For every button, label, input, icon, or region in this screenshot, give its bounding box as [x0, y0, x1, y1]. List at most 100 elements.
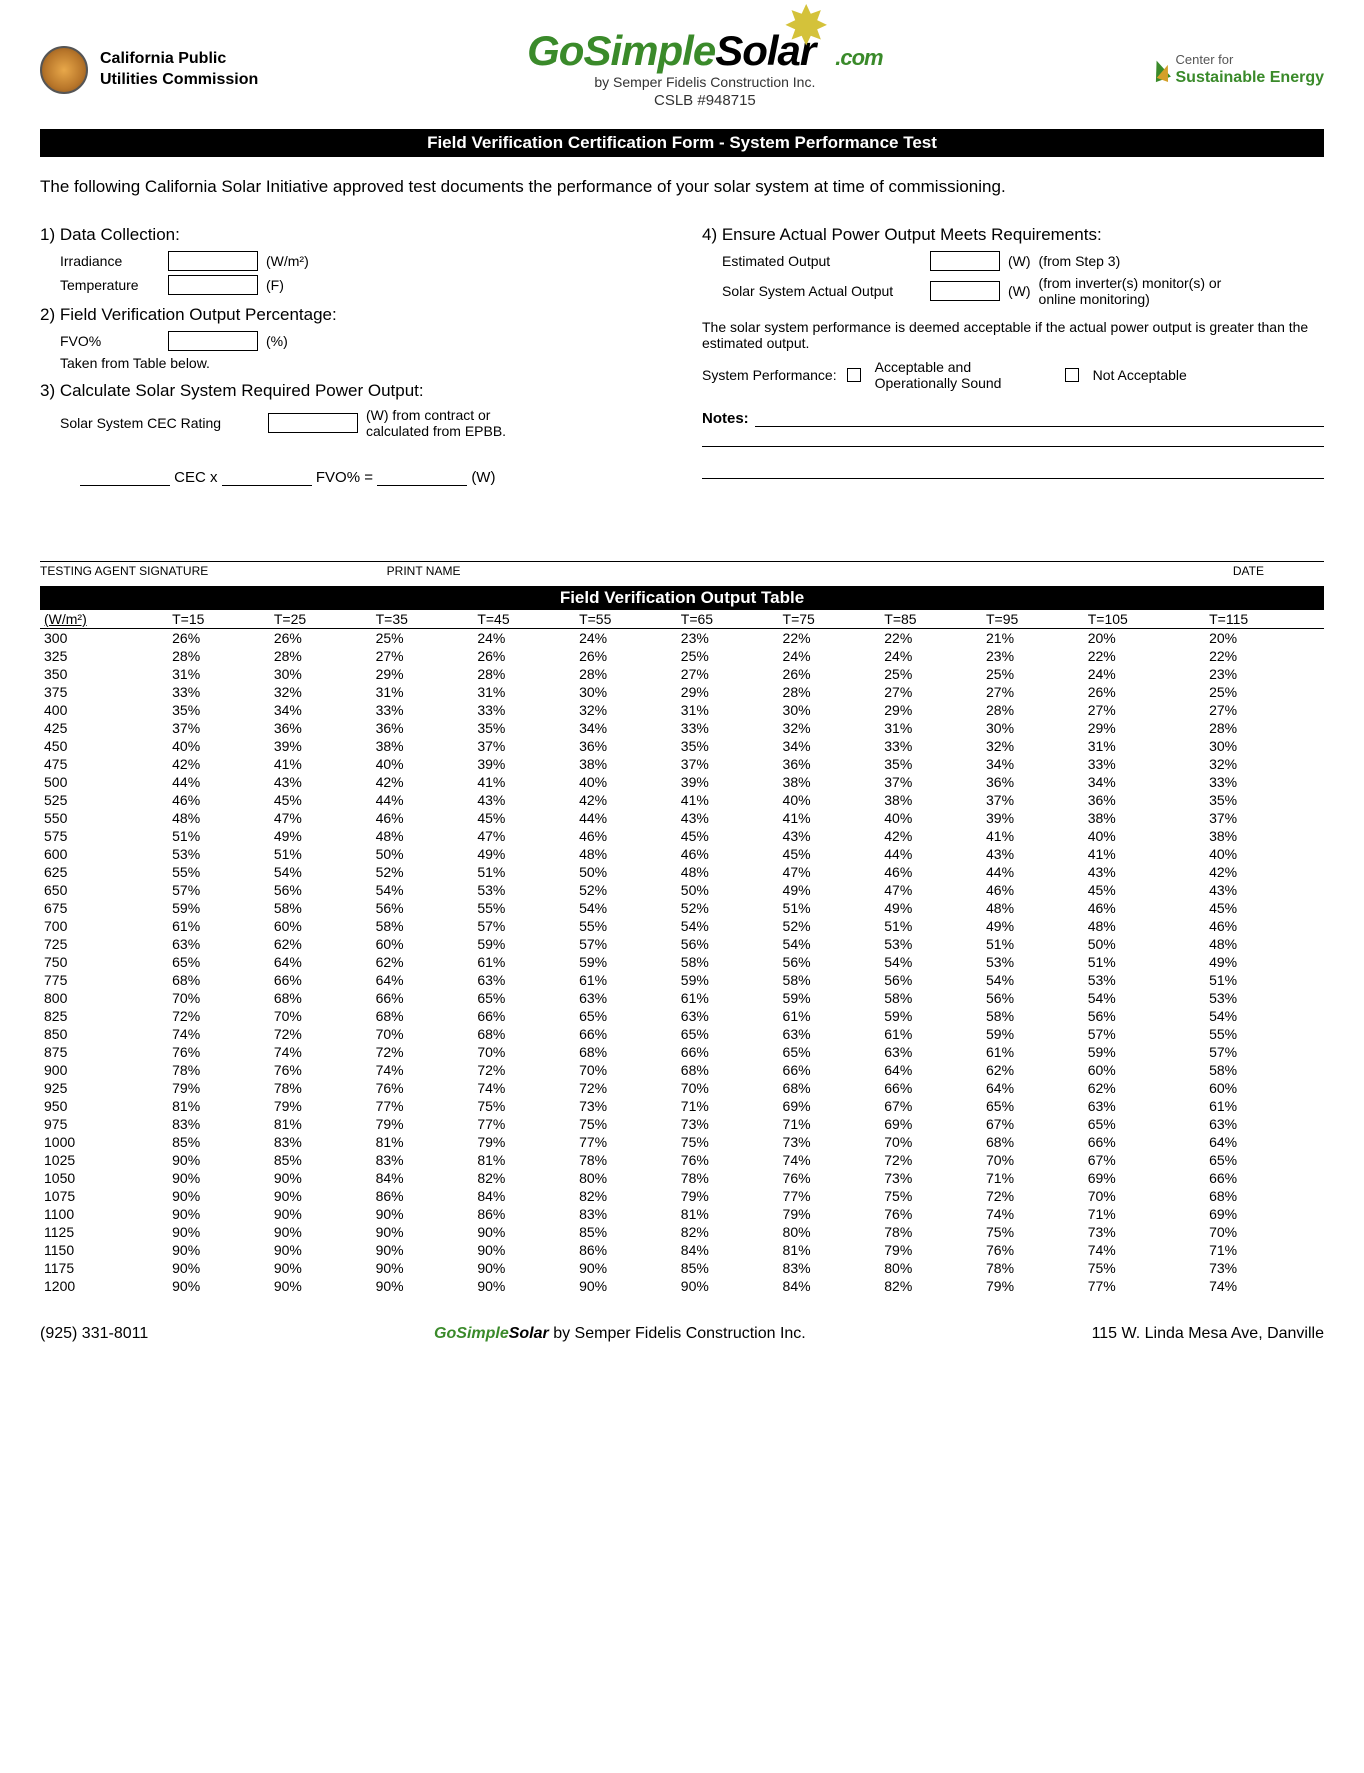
fvo-cell: 575: [40, 827, 168, 845]
fvo-cell: 52%: [677, 899, 779, 917]
fvo-cell: 33%: [473, 701, 575, 719]
fvo-cell: 600: [40, 845, 168, 863]
fvo-cell: 90%: [168, 1151, 270, 1169]
acceptable-checkbox[interactable]: [847, 368, 861, 382]
fvo-cell: 300: [40, 629, 168, 648]
fvo-cell: 73%: [575, 1097, 677, 1115]
fvo-table-row: 82572%70%68%66%65%63%61%59%58%56%54%: [40, 1007, 1324, 1025]
formula-w-label: (W): [471, 469, 495, 486]
fvo-cell: 29%: [372, 665, 474, 683]
fvo-cell: 38%: [1084, 809, 1205, 827]
fvo-cell: 79%: [270, 1097, 372, 1115]
formula-cec-blank[interactable]: [80, 470, 170, 486]
fvo-cell: 84%: [473, 1187, 575, 1205]
fvo-cell: 64%: [270, 953, 372, 971]
fvo-cell: 64%: [372, 971, 474, 989]
formula-fvo-blank[interactable]: [222, 470, 312, 486]
fvo-cell: 68%: [270, 989, 372, 1007]
fvo-cell: 475: [40, 755, 168, 773]
fvo-cell: 25%: [880, 665, 982, 683]
fvo-cell: 44%: [982, 863, 1084, 881]
fvo-cell: 90%: [270, 1277, 372, 1295]
notes-line-1[interactable]: [755, 409, 1324, 427]
fvo-col-header: T=35: [372, 610, 474, 629]
fvo-cell: 67%: [1084, 1151, 1205, 1169]
fvo-cell: 90%: [168, 1223, 270, 1241]
sig-print: PRINT NAME: [387, 564, 1003, 578]
fvo-cell: 63%: [168, 935, 270, 953]
fvo-cell: 45%: [473, 809, 575, 827]
fvo-cell: 56%: [677, 935, 779, 953]
fvo-table: (W/m²)T=15T=25T=35T=45T=55T=65T=75T=85T=…: [40, 610, 1324, 1295]
fvo-cell: 33%: [168, 683, 270, 701]
fvo-cell: 90%: [575, 1277, 677, 1295]
fvo-cell: 53%: [880, 935, 982, 953]
fvo-cell: 1125: [40, 1223, 168, 1241]
fvo-cell: 78%: [880, 1223, 982, 1241]
fvo-cell: 43%: [473, 791, 575, 809]
footer: (925) 331-8011 GoSimpleSolar by Semper F…: [40, 1325, 1324, 1343]
fvo-input[interactable]: [168, 331, 258, 351]
fvo-cell: 65%: [779, 1043, 881, 1061]
fvo-cell: 90%: [473, 1223, 575, 1241]
logo-sub: by Semper Fidelis Construction Inc.: [258, 74, 1151, 90]
fvo-col-header: T=115: [1205, 610, 1324, 629]
formula-result-blank[interactable]: [377, 470, 467, 486]
fvo-cell: 34%: [982, 755, 1084, 773]
deemed-text: The solar system performance is deemed a…: [702, 319, 1324, 351]
fvo-cell: 525: [40, 791, 168, 809]
fvo-cell: 39%: [473, 755, 575, 773]
fvo-cell: 74%: [779, 1151, 881, 1169]
fvo-cell: 75%: [880, 1187, 982, 1205]
fvo-cell: 30%: [1205, 737, 1324, 755]
fvo-cell: 65%: [1084, 1115, 1205, 1133]
actual-note: (from inverter(s) monitor(s) or online m…: [1039, 275, 1259, 307]
notes-line-3[interactable]: [702, 459, 1324, 479]
fvo-cell: 90%: [270, 1187, 372, 1205]
temperature-input[interactable]: [168, 275, 258, 295]
fvo-cell: 40%: [168, 737, 270, 755]
estimated-input[interactable]: [930, 251, 1000, 271]
fvo-cell: 81%: [270, 1115, 372, 1133]
actual-input[interactable]: [930, 281, 1000, 301]
fvo-table-row: 62555%54%52%51%50%48%47%46%44%43%42%: [40, 863, 1324, 881]
fvo-cell: 46%: [168, 791, 270, 809]
fvo-cell: 41%: [270, 755, 372, 773]
fvo-cell: 70%: [372, 1025, 474, 1043]
fvo-cell: 76%: [677, 1151, 779, 1169]
irradiance-input[interactable]: [168, 251, 258, 271]
fvo-cell: 53%: [168, 845, 270, 863]
irradiance-label: Irradiance: [60, 253, 160, 269]
fvo-cell: 43%: [1084, 863, 1205, 881]
fvo-cell: 73%: [880, 1169, 982, 1187]
fvo-cell: 63%: [677, 1007, 779, 1025]
fvo-cell: 66%: [1084, 1133, 1205, 1151]
fvo-cell: 85%: [270, 1151, 372, 1169]
cpuc-line1: California Public: [100, 49, 258, 70]
fvo-col-header: (W/m²): [40, 610, 168, 629]
cec-input[interactable]: [268, 413, 358, 433]
fvo-cell: 36%: [270, 719, 372, 737]
not-acceptable-checkbox[interactable]: [1065, 368, 1079, 382]
fvo-cell: 54%: [372, 881, 474, 899]
fvo-cell: 69%: [880, 1115, 982, 1133]
fvo-cell: 77%: [1084, 1277, 1205, 1295]
fvo-cell: 58%: [1205, 1061, 1324, 1079]
notes-line-2[interactable]: [702, 427, 1324, 447]
notes-label: Notes:: [702, 410, 749, 427]
fvo-cell: 28%: [779, 683, 881, 701]
fvo-cell: 79%: [880, 1241, 982, 1259]
fvo-cell: 90%: [677, 1277, 779, 1295]
fvo-cell: 36%: [779, 755, 881, 773]
fvo-cell: 78%: [168, 1061, 270, 1079]
actual-row: Solar System Actual Output (W) (from inv…: [722, 275, 1324, 307]
fvo-cell: 23%: [1205, 665, 1324, 683]
fvo-cell: 63%: [1205, 1115, 1324, 1133]
fvo-cell: 61%: [473, 953, 575, 971]
fvo-cell: 30%: [779, 701, 881, 719]
fvo-table-row: 72563%62%60%59%57%56%54%53%51%50%48%: [40, 935, 1324, 953]
fvo-cell: 73%: [1205, 1259, 1324, 1277]
signature-row: TESTING AGENT SIGNATURE PRINT NAME DATE: [40, 561, 1324, 578]
fvo-cell: 57%: [168, 881, 270, 899]
fvo-cell: 74%: [168, 1025, 270, 1043]
